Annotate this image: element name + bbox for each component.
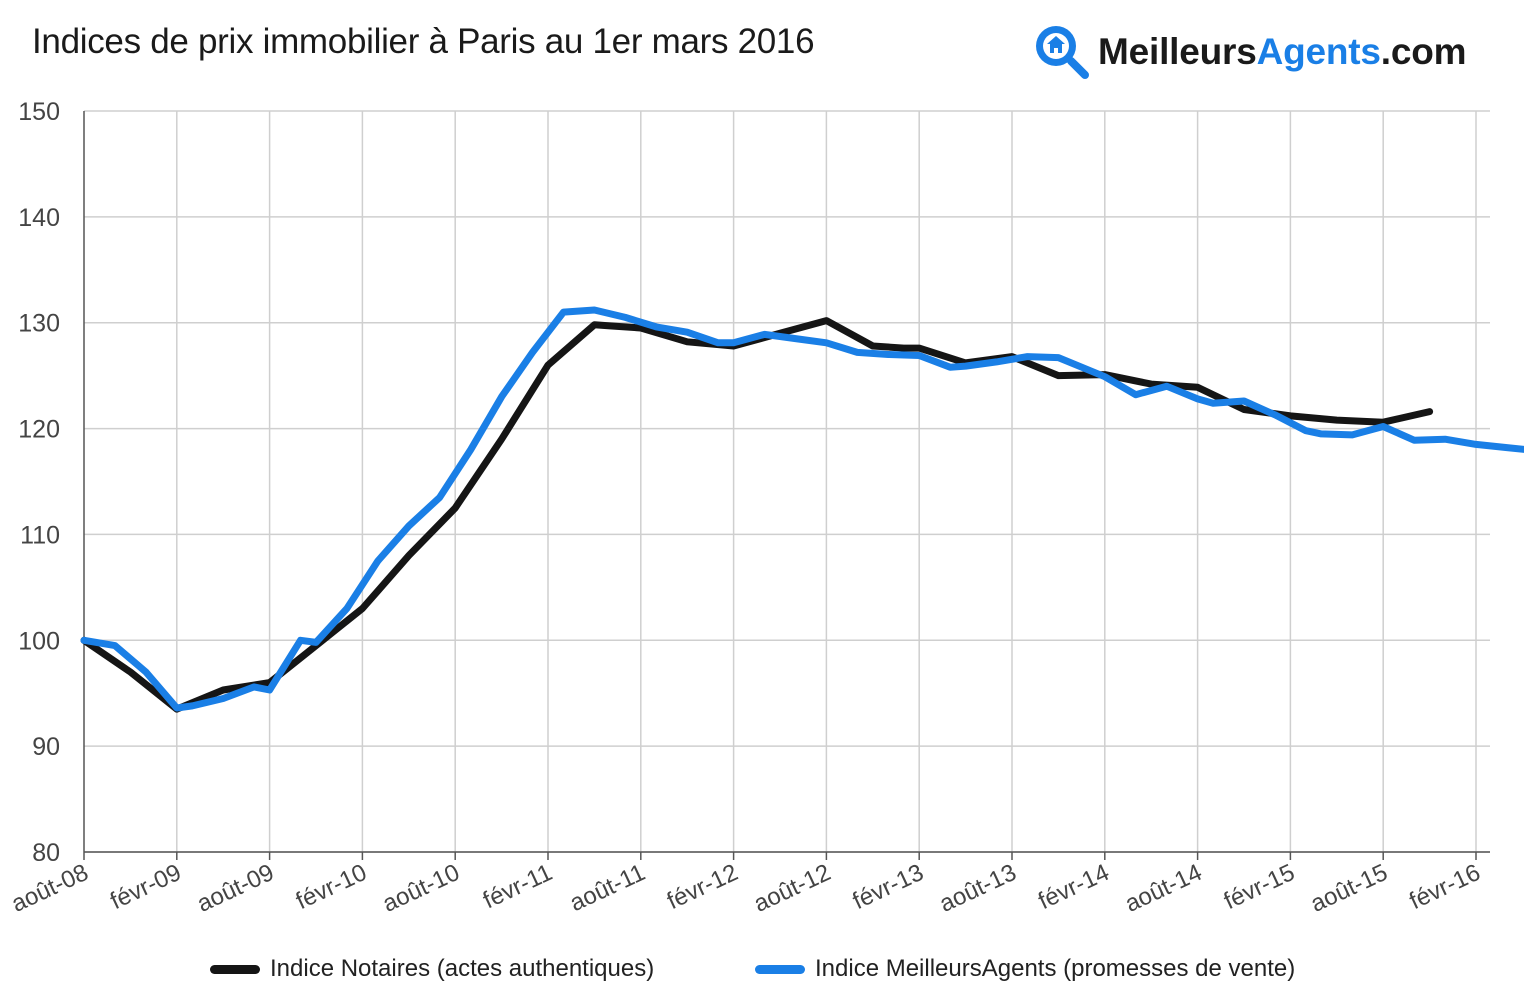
chart-legend: Indice Notaires (actes authentiques) Ind… xyxy=(0,955,1524,995)
x-tick-label: févr-13 xyxy=(849,859,928,915)
legend-label-meilleursagents: Indice MeilleursAgents (promesses de ven… xyxy=(815,955,1296,982)
x-tick-label: févr-11 xyxy=(479,859,557,914)
x-tick-label: févr-14 xyxy=(1034,859,1113,915)
y-tick-label: 80 xyxy=(32,839,60,867)
x-tick-label: févr-12 xyxy=(663,859,742,915)
brand-name-part2: Agents xyxy=(1256,31,1381,72)
y-tick-label: 140 xyxy=(18,204,60,232)
x-tick-label: févr-09 xyxy=(106,859,185,915)
x-tick-label: août-11 xyxy=(566,859,650,917)
series-line-notaires xyxy=(80,317,1434,713)
legend-swatch-notaires xyxy=(210,964,260,974)
x-tick-label: août-12 xyxy=(750,859,835,918)
x-tick-label: août-10 xyxy=(379,859,464,918)
y-tick-label: 120 xyxy=(18,416,60,444)
x-tick-label: août-13 xyxy=(935,859,1020,918)
legend-swatch-meilleursagents xyxy=(755,964,805,974)
legend-label-notaires: Indice Notaires (actes authentiques) xyxy=(270,955,655,982)
y-tick-label: 100 xyxy=(18,627,60,655)
brand-name: MeilleursAgents.com xyxy=(1098,31,1467,73)
x-tick-label: août-14 xyxy=(1121,859,1206,918)
series-line-meilleursagents xyxy=(80,306,1524,712)
x-tick-label: févr-10 xyxy=(292,859,371,915)
y-tick-label: 150 xyxy=(18,98,60,126)
y-tick-label: 90 xyxy=(32,733,60,761)
y-tick-label: 110 xyxy=(20,521,60,549)
x-tick-label: août-09 xyxy=(193,859,278,918)
x-tick-label: févr-16 xyxy=(1405,859,1484,915)
x-tick-label: août-15 xyxy=(1307,859,1392,918)
house-magnifier-icon xyxy=(1036,26,1089,79)
legend-item-meilleursagents[interactable]: Indice MeilleursAgents (promesses de ven… xyxy=(755,955,1295,983)
x-tick-label: févr-15 xyxy=(1220,859,1299,915)
brand-name-part3: .com xyxy=(1380,31,1467,72)
brand-name-part1: Meilleurs xyxy=(1098,31,1257,72)
y-tick-label: 130 xyxy=(18,310,60,338)
x-tick-label: août-08 xyxy=(7,859,92,918)
chart-title: Indices de prix immobilier à Paris au 1e… xyxy=(32,22,815,61)
brand-logo[interactable]: MeilleursAgents.com xyxy=(1030,20,1467,84)
legend-item-notaires[interactable]: Indice Notaires (actes authentiques) xyxy=(210,955,654,983)
